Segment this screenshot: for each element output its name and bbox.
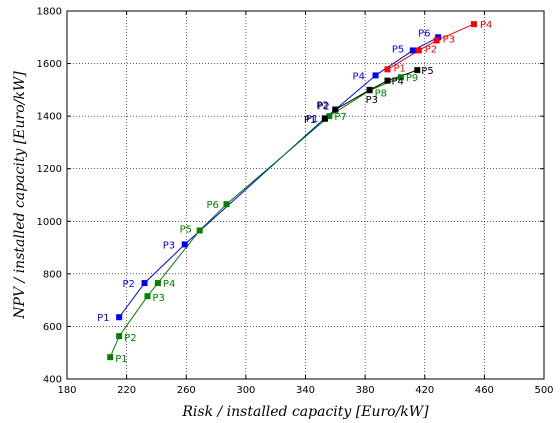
x-tick-label: 460 xyxy=(475,385,494,396)
point-label: P4 xyxy=(391,77,403,88)
point-label: P1 xyxy=(115,354,127,365)
point-label: P3 xyxy=(152,293,164,304)
point-label: P1 xyxy=(97,313,109,324)
data-point-marker xyxy=(116,333,123,340)
x-tick-label: 500 xyxy=(534,385,553,396)
data-point-marker xyxy=(397,74,404,81)
y-tick-label: 1600 xyxy=(37,59,62,70)
data-point-marker xyxy=(372,72,379,79)
point-label: P3 xyxy=(163,240,175,251)
data-point-marker xyxy=(223,201,230,208)
data-point-marker xyxy=(326,113,333,120)
data-points xyxy=(107,21,477,361)
point-label: P7 xyxy=(334,112,346,123)
y-tick-label: 1400 xyxy=(37,112,62,123)
point-label: P4 xyxy=(480,20,492,31)
point-label: P6 xyxy=(418,28,430,39)
axis-ticks: 180 220 260 300 340 380 420 460 500 400 600 800 1000… xyxy=(37,7,554,397)
point-label: P2 xyxy=(316,101,328,112)
data-point-marker xyxy=(415,47,422,54)
data-point-marker xyxy=(332,106,339,113)
y-axis-title: NPV / installed capacity [Euro/kW] xyxy=(12,71,28,320)
point-label: P3 xyxy=(366,95,378,106)
x-tick-label: 380 xyxy=(356,385,375,396)
point-label: P1 xyxy=(306,114,318,125)
data-point-marker xyxy=(433,37,440,44)
data-point-marker xyxy=(470,21,477,28)
data-point-marker xyxy=(107,354,114,361)
point-label: P3 xyxy=(443,34,455,45)
series-line xyxy=(109,76,402,358)
data-point-marker xyxy=(141,280,148,287)
point-label: P5 xyxy=(392,44,404,55)
x-tick-label: 340 xyxy=(296,385,315,396)
series-line xyxy=(387,23,475,70)
x-tick-label: 260 xyxy=(177,385,196,396)
point-label: P4 xyxy=(353,71,365,82)
data-point-marker xyxy=(154,280,161,287)
x-tick-label: 300 xyxy=(236,385,255,396)
data-point-marker xyxy=(181,241,188,248)
data-point-marker xyxy=(116,314,123,321)
x-tick-label: 180 xyxy=(57,385,76,396)
data-point-marker xyxy=(409,47,416,54)
point-label: P2 xyxy=(317,102,329,113)
point-label: P2 xyxy=(425,44,437,55)
x-tick-label: 220 xyxy=(117,385,136,396)
x-axis-title: Risk / installed capacity [Euro/kW] xyxy=(181,404,429,420)
y-tick-label: 600 xyxy=(43,322,62,333)
data-point-marker xyxy=(366,86,373,93)
point-label: P1 xyxy=(304,115,316,126)
y-tick-label: 1800 xyxy=(37,7,62,18)
point-label: P5 xyxy=(180,224,192,235)
data-point-marker xyxy=(196,227,203,234)
x-tick-label: 420 xyxy=(415,385,434,396)
point-label: P1 xyxy=(393,63,405,74)
point-label: P2 xyxy=(123,279,135,290)
y-tick-label: 1200 xyxy=(37,164,62,175)
series-lines xyxy=(109,23,475,358)
y-tick-label: 1000 xyxy=(37,217,62,228)
point-label: P9 xyxy=(406,73,418,84)
data-point-marker xyxy=(321,115,328,122)
point-label: P4 xyxy=(163,279,175,290)
point-label: P2 xyxy=(124,333,136,344)
data-point-marker xyxy=(144,293,151,300)
grid xyxy=(67,11,544,379)
point-labels: P1P2P3P1P2P4P5P6P1P2P3P4P5P6P7P8P9P1P2P3… xyxy=(97,20,492,365)
point-label: P5 xyxy=(421,66,433,77)
y-tick-label: 800 xyxy=(43,269,62,280)
data-point-marker xyxy=(435,34,442,41)
data-point-marker xyxy=(414,67,421,74)
y-tick-label: 400 xyxy=(43,375,62,386)
point-label: P6 xyxy=(206,200,218,211)
point-label: P8 xyxy=(375,88,387,99)
data-point-marker xyxy=(384,66,391,73)
data-point-marker xyxy=(384,77,391,84)
